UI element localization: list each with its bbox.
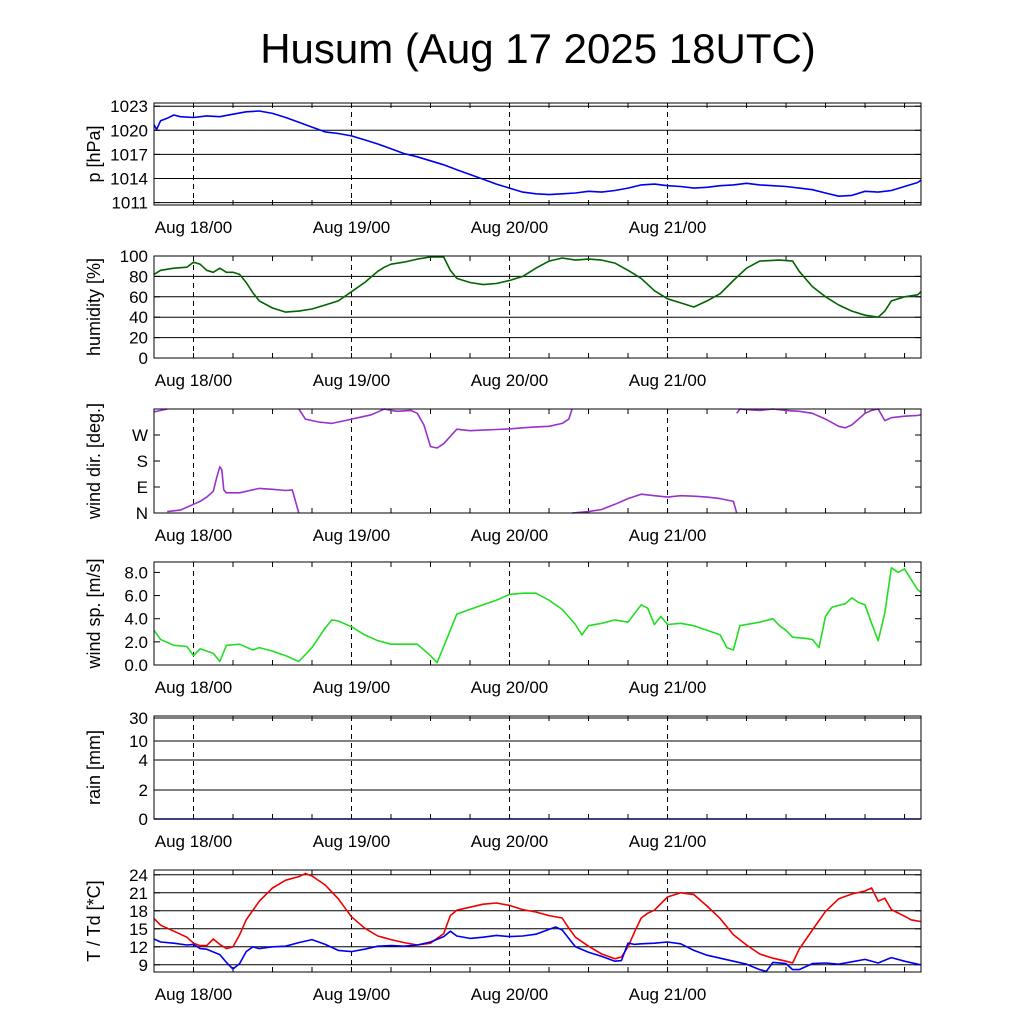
y-axis-label: wind dir. [deg.] xyxy=(84,403,104,520)
y-tick-label: 2 xyxy=(139,781,148,800)
series-line-temperature-1 xyxy=(153,926,922,973)
x-tick-label: Aug 20/00 xyxy=(471,218,549,237)
x-tick-label: Aug 18/00 xyxy=(155,218,233,237)
y-tick-label: 10 xyxy=(129,732,148,751)
plot-frame xyxy=(153,102,922,206)
x-tick-label: Aug 20/00 xyxy=(471,985,549,1004)
y-tick-label: 100 xyxy=(120,247,148,266)
plot-frame xyxy=(153,408,922,514)
series-line-wind-direction-3 xyxy=(572,493,738,514)
y-tick-label: 60 xyxy=(129,288,148,307)
y-axis-label: humidity [%] xyxy=(84,258,104,356)
y-tick-label: 0.0 xyxy=(124,656,148,675)
x-tick-label: Aug 18/00 xyxy=(155,678,233,697)
series-line-temperature-0 xyxy=(153,872,922,964)
y-tick-label: 0 xyxy=(139,810,148,829)
plot-frame xyxy=(153,561,922,666)
y-tick-label: 18 xyxy=(129,902,148,921)
y-tick-label: 1023 xyxy=(110,97,148,116)
y-tick-label: N xyxy=(136,504,148,523)
plot-frame xyxy=(153,715,922,820)
plot-frame xyxy=(153,869,922,973)
x-tick-label: Aug 18/00 xyxy=(155,832,233,851)
x-tick-label: Aug 20/00 xyxy=(471,526,549,545)
x-tick-label: Aug 19/00 xyxy=(313,832,391,851)
x-tick-label: Aug 18/00 xyxy=(155,985,233,1004)
series-line-wind-direction-2 xyxy=(298,408,573,449)
y-tick-label: 12 xyxy=(129,938,148,957)
x-tick-label: Aug 21/00 xyxy=(629,218,707,237)
y-tick-label: 21 xyxy=(129,884,148,903)
y-tick-label: 2.0 xyxy=(124,633,148,652)
x-tick-label: Aug 20/00 xyxy=(471,371,549,390)
panel-pressure: 1023 1020 1017 1014 1011 p [hPa] Aug 18/00 Aug … xyxy=(84,97,922,237)
y-tick-label: W xyxy=(132,426,148,445)
series-line-pressure-0 xyxy=(153,110,922,197)
x-tick-label: Aug 20/00 xyxy=(471,832,549,851)
y-tick-label: 20 xyxy=(129,329,148,348)
series-line-wind-direction-1 xyxy=(167,466,300,514)
series-line-wind-direction-4 xyxy=(736,408,922,429)
y-tick-label: 15 xyxy=(129,920,148,939)
y-tick-label: S xyxy=(137,452,148,471)
y-tick-label: 80 xyxy=(129,267,148,286)
y-tick-label: 1011 xyxy=(111,194,148,213)
x-tick-label: Aug 21/00 xyxy=(629,526,707,545)
y-tick-label: E xyxy=(137,478,148,497)
y-tick-label: 9 xyxy=(139,956,148,975)
y-axis-label: wind sp. [m/s] xyxy=(84,558,104,669)
y-tick-label: 6.0 xyxy=(124,587,148,606)
x-tick-label: Aug 19/00 xyxy=(313,526,391,545)
panel-wind-speed: 8.0 6.0 4.0 2.0 0.0 wind sp. [m/s] Aug 18/00 Au… xyxy=(84,558,922,697)
x-tick-label: Aug 21/00 xyxy=(629,371,707,390)
x-tick-label: Aug 18/00 xyxy=(155,526,233,545)
y-tick-label: 0 xyxy=(139,349,148,368)
y-tick-label: 4 xyxy=(139,751,148,770)
plot-frame xyxy=(153,255,922,359)
y-axis-label: p [hPa] xyxy=(84,125,104,182)
panel-rain: 30 104 2 0 rain [mm] Aug 18/00 Aug 19/00 Aug 20… xyxy=(84,709,922,851)
x-tick-label: Aug 21/00 xyxy=(629,678,707,697)
x-tick-label: Aug 19/00 xyxy=(313,218,391,237)
x-tick-label: Aug 19/00 xyxy=(313,985,391,1004)
y-tick-label: 30 xyxy=(129,709,148,728)
chart-title: Husum (Aug 17 2025 18UTC) xyxy=(260,25,816,72)
series-line-humidity-0 xyxy=(153,256,922,318)
y-tick-label: 40 xyxy=(129,308,148,327)
series-line-wind-speed-0 xyxy=(153,567,922,664)
y-tick-label: 8.0 xyxy=(124,563,148,582)
y-tick-label: 1014 xyxy=(110,169,148,188)
x-tick-label: Aug 19/00 xyxy=(313,678,391,697)
y-tick-label: 1020 xyxy=(110,121,148,140)
y-axis-label: rain [mm] xyxy=(84,730,104,805)
y-tick-label: 24 xyxy=(129,866,148,885)
y-axis-label: T / Td [*C] xyxy=(84,880,104,961)
y-tick-label: 1017 xyxy=(110,145,148,164)
x-tick-label: Aug 18/00 xyxy=(155,371,233,390)
x-tick-label: Aug 21/00 xyxy=(629,832,707,851)
x-tick-label: Aug 19/00 xyxy=(313,371,391,390)
x-tick-label: Aug 21/00 xyxy=(629,985,707,1004)
y-tick-label: 4.0 xyxy=(124,610,148,629)
x-tick-label: Aug 20/00 xyxy=(471,678,549,697)
